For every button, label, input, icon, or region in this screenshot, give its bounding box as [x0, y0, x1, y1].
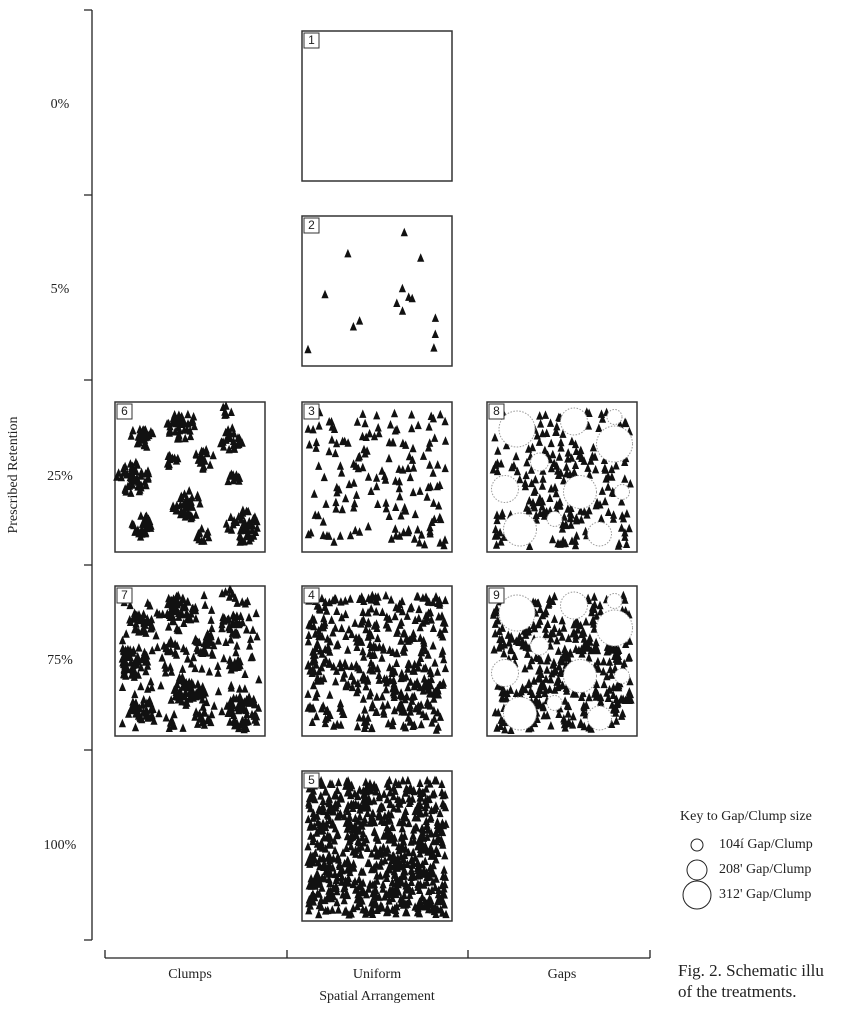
x-label: Clumps: [168, 967, 212, 982]
y-axis: Prescribed Retention: [6, 9, 93, 941]
y-label: 0%: [51, 97, 70, 112]
panel-frame: [301, 215, 453, 367]
caption: Fig. 2. Schematic illu: [678, 961, 824, 980]
gap: [530, 452, 549, 472]
trees: [304, 406, 450, 550]
key-title: Key to Gap/Clump size: [680, 809, 812, 824]
panel: 2: [301, 215, 453, 367]
x-axis-title: Spatial Arrangement: [319, 989, 435, 1004]
gap: [563, 659, 597, 693]
gap: [614, 668, 630, 684]
key-item: 104í Gap/Clump: [719, 837, 813, 852]
gap: [503, 512, 537, 547]
panel-number: 6: [121, 404, 128, 418]
panel: 8: [486, 401, 638, 553]
key-circle: [682, 880, 712, 910]
panel: 3: [301, 401, 453, 553]
panel-number-box: [116, 403, 133, 420]
gap: [560, 407, 588, 436]
panel-number: 4: [308, 588, 315, 602]
panel-number: 8: [493, 404, 500, 418]
gap: [587, 521, 612, 547]
gap: [491, 659, 519, 687]
gap: [606, 409, 623, 425]
gap: [606, 593, 623, 609]
panel-number: 5: [308, 773, 315, 787]
gap: [596, 425, 633, 463]
key-item: 208' Gap/Clump: [719, 862, 811, 877]
panel-number: 1: [308, 33, 315, 47]
gap: [498, 410, 536, 448]
x-axis: Spatial Arrangement: [104, 950, 651, 1004]
trees: [304, 775, 450, 919]
gap: [546, 511, 563, 527]
x-label: Gaps: [548, 967, 577, 982]
trees: [489, 590, 635, 734]
key-item: 312' Gap/Clump: [719, 887, 811, 902]
panel-number-box: [303, 772, 320, 789]
gap: [614, 484, 630, 500]
key-circle: [686, 859, 708, 881]
panel: 1: [301, 30, 453, 182]
panel-number: 2: [308, 218, 315, 232]
panel-number-box: [303, 217, 320, 234]
y-label: 75%: [47, 653, 73, 668]
panel-number-box: [303, 403, 320, 420]
panel: 6: [113, 401, 266, 553]
trees: [113, 401, 261, 546]
panel-number: 3: [308, 404, 315, 418]
panel-number-box: [303, 587, 320, 604]
panel-number-box: [116, 587, 133, 604]
y-axis-line: [84, 9, 93, 941]
gap: [546, 695, 563, 711]
panel: 7: [114, 584, 266, 737]
panel: 9: [486, 585, 638, 737]
x-axis-line: [104, 950, 651, 959]
panel-number: 7: [121, 588, 128, 602]
caption: of the treatments.: [678, 982, 797, 1001]
gap: [498, 594, 536, 632]
key-circle: [690, 838, 704, 852]
y-label: 25%: [47, 469, 73, 484]
key: Key to Gap/Clump size 104í Gap/Clump 208…: [680, 809, 813, 910]
gap: [596, 609, 633, 647]
panel-number: 9: [493, 588, 500, 602]
panel-number-box: [488, 403, 505, 420]
panel-number-box: [488, 587, 505, 604]
y-label: 5%: [51, 282, 70, 297]
y-label: 100%: [44, 838, 77, 853]
panel: 5: [301, 770, 453, 922]
panel-frame: [301, 30, 453, 182]
panel: 4: [301, 585, 453, 737]
gap: [530, 636, 549, 656]
gap: [491, 475, 519, 503]
panel-number-box: [303, 32, 320, 49]
gap: [560, 591, 588, 620]
trees: [118, 584, 263, 734]
gap: [503, 696, 537, 731]
gap: [587, 705, 612, 731]
gap: [563, 475, 597, 509]
trees: [304, 590, 449, 734]
y-axis-title: Prescribed Retention: [6, 416, 21, 533]
x-label: Uniform: [353, 967, 401, 982]
